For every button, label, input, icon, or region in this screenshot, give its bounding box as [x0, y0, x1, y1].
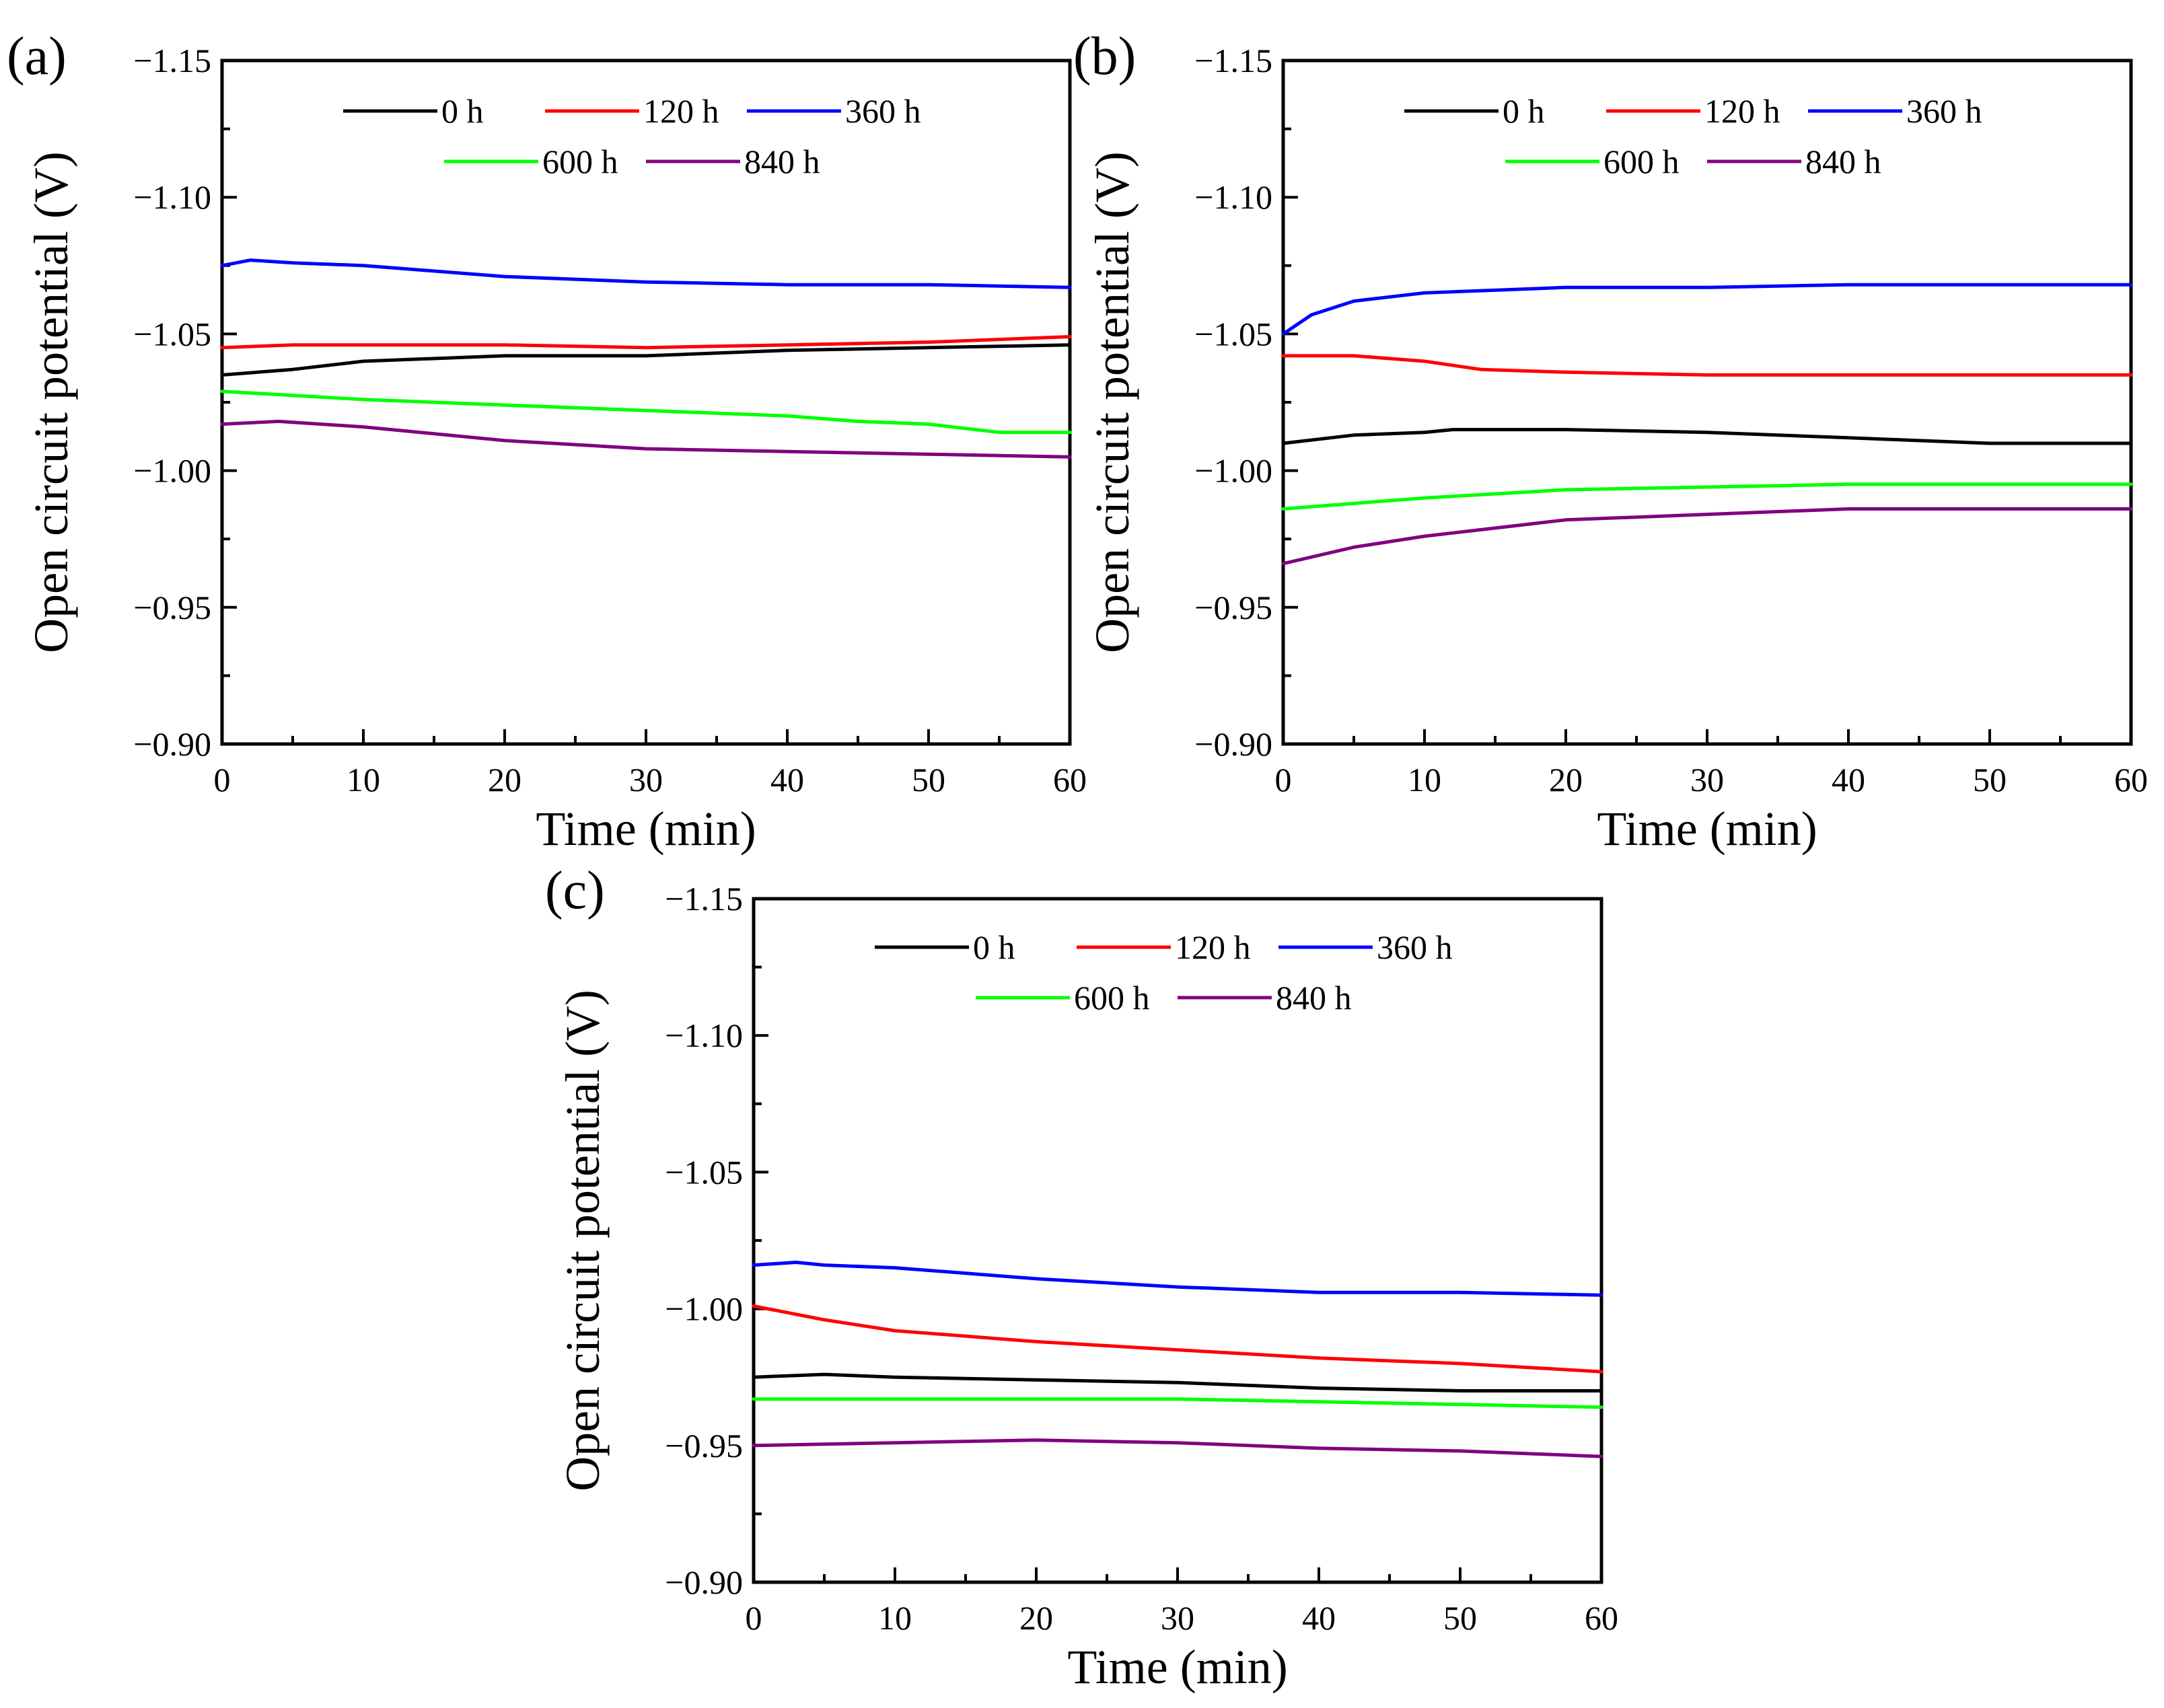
x-tick-label: 20 [1549, 761, 1583, 799]
series-line-600h [220, 389, 1072, 435]
x-tick-label: 40 [770, 761, 804, 799]
y-tick-label: −0.90 [1194, 725, 1272, 763]
series-line-120h [1281, 354, 2133, 377]
x-tick-label: 30 [1161, 1599, 1194, 1637]
y-tick-label: −1.05 [133, 315, 211, 352]
legend-label: 0 h [441, 92, 484, 130]
x-tick-label: 50 [1443, 1599, 1477, 1637]
series-line-840h [220, 419, 1072, 459]
y-tick-label: −1.00 [1194, 452, 1272, 490]
series-line-0h [752, 1372, 1603, 1393]
x-tick-label: 60 [1053, 761, 1087, 799]
series-line-360h [752, 1261, 1603, 1297]
y-tick-label: −1.15 [1194, 42, 1272, 79]
panel-a: 0 10 20 30 40 50 60 −0.90 −0.95 −1.00 −1.05 −1.10 −1… [7, 27, 1087, 856]
panel-label: (a) [7, 27, 67, 86]
x-tick-label: 60 [1585, 1599, 1618, 1637]
x-tick-label: 50 [1973, 761, 2007, 799]
y-tick-label: −0.95 [665, 1427, 743, 1464]
series-line-120h [220, 335, 1072, 350]
x-tick-label: 40 [1302, 1599, 1336, 1637]
series-line-840h [752, 1438, 1603, 1458]
series-line-0h [220, 343, 1072, 377]
y-tick-label: −0.95 [1194, 589, 1272, 626]
legend-label: 120 h [1704, 92, 1780, 130]
series-line-600h [1281, 482, 2133, 511]
legend-label: 600 h [1603, 143, 1680, 180]
y-tick-label: −0.90 [133, 725, 211, 763]
y-axis-title: Open circuit potential (V) [24, 151, 78, 653]
panel-label: (b) [1073, 27, 1136, 86]
y-tick-label: −0.95 [133, 589, 211, 626]
x-tick-label: 20 [1019, 1599, 1053, 1637]
legend-label: 360 h [1906, 92, 1982, 130]
y-tick-label: −1.00 [133, 452, 211, 490]
legend-label: 0 h [973, 928, 1015, 966]
y-tick-label: −0.90 [665, 1563, 743, 1601]
x-tick-label: 0 [214, 761, 231, 799]
legend-label: 120 h [1175, 928, 1251, 966]
y-axis-title: Open circuit potential (V) [1085, 151, 1139, 653]
x-tick-label: 30 [1690, 761, 1724, 799]
series-line-360h [1281, 283, 2133, 336]
legend-label: 840 h [744, 143, 820, 180]
series-line-120h [752, 1304, 1603, 1374]
x-axis-title: Time (min) [536, 802, 756, 856]
x-tick-label: 60 [2114, 761, 2148, 799]
series-line-0h [1281, 428, 2133, 445]
y-tick-label: −1.05 [665, 1153, 743, 1191]
x-tick-label: 10 [347, 761, 380, 799]
x-tick-label: 0 [746, 1599, 762, 1637]
x-axis-title: Time (min) [1067, 1640, 1287, 1694]
series-line-600h [752, 1397, 1603, 1409]
y-tick-label: −1.10 [133, 178, 211, 216]
series-line-360h [220, 258, 1072, 289]
y-tick-label: −1.00 [665, 1290, 743, 1328]
legend-label: 840 h [1276, 979, 1352, 1016]
y-tick-label: −1.15 [665, 880, 743, 918]
panel-b: 0 10 20 30 40 50 60 −0.90 −0.95 −1.00 −1.05 −1.10 −1… [1073, 27, 2148, 856]
legend-label: 360 h [1377, 928, 1453, 966]
series-line-840h [1281, 507, 2133, 566]
x-tick-label: 40 [1832, 761, 1865, 799]
x-axis-title: Time (min) [1597, 802, 1817, 856]
x-tick-label: 50 [912, 761, 945, 799]
y-tick-label: −1.15 [133, 42, 211, 79]
legend-label: 600 h [542, 143, 618, 180]
x-tick-label: 30 [629, 761, 663, 799]
panel-label: (c) [545, 861, 605, 920]
y-tick-label: −1.05 [1194, 315, 1272, 352]
plot-frame [752, 897, 1603, 1584]
y-tick-label: −1.10 [1194, 178, 1272, 216]
legend-label: 0 h [1503, 92, 1545, 130]
y-axis-title: Open circuit potential (V) [556, 990, 610, 1491]
x-tick-label: 0 [1275, 761, 1292, 799]
legend-label: 840 h [1805, 143, 1881, 180]
x-tick-label: 20 [488, 761, 521, 799]
panel-c: 0 10 20 30 40 50 60 −0.90 −0.95 −1.00 −1.05 −1.10 −1… [545, 861, 1618, 1694]
legend-label: 600 h [1074, 979, 1150, 1016]
x-tick-label: 10 [1408, 761, 1441, 799]
legend-label: 360 h [845, 92, 921, 130]
legend-label: 120 h [643, 92, 719, 130]
x-tick-label: 10 [878, 1599, 912, 1637]
y-tick-label: −1.10 [665, 1016, 743, 1054]
